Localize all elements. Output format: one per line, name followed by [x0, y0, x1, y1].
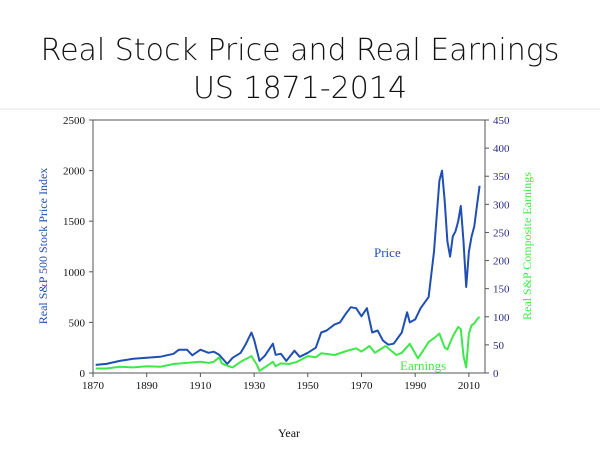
x-tick-label: 1910	[189, 380, 212, 392]
x-tick-label: 1970	[350, 380, 373, 392]
y-right-tick-label: 0	[493, 368, 499, 380]
y-right-tick-label: 400	[493, 143, 510, 155]
y-right-tick-label: 150	[493, 284, 510, 296]
series-line-earnings	[95, 316, 481, 372]
series-lines	[95, 169, 481, 372]
x-tick-label: 1950	[297, 380, 320, 392]
y-left-tick-label: 2000	[63, 166, 86, 178]
series-label-price: Price	[374, 245, 401, 260]
y-left-tick-label: 500	[69, 317, 86, 329]
y-left-tick-label: 2500	[63, 115, 86, 127]
x-tick-label: 1990	[404, 380, 427, 392]
y-left-tick-label: 0	[80, 368, 86, 380]
axis-ticks: 1870 1890 1910 1930 1950 1970 1990 201005001000…	[63, 115, 510, 392]
slide-title-line-1: Real Stock Price and Real Earnings	[40, 33, 560, 68]
x-tick-label: 1930	[243, 380, 266, 392]
y-axis-label-left: Real S&P 500 Stock Price Index	[36, 168, 50, 325]
x-tick-label: 1870	[82, 380, 105, 392]
plot-area-frame	[92, 119, 486, 374]
y-right-tick-label: 100	[493, 312, 510, 324]
y-right-tick-label: 200	[493, 256, 510, 268]
y-right-tick-label: 300	[493, 199, 510, 211]
y-right-tick-label: 350	[493, 171, 510, 183]
y-left-tick-label: 1500	[63, 216, 86, 228]
y-right-tick-label: 250	[493, 227, 510, 239]
y-right-tick-label: 50	[493, 340, 505, 352]
y-right-tick-label: 450	[493, 115, 510, 127]
series-line-price	[95, 169, 481, 366]
x-tick-label: 1890	[136, 380, 159, 392]
y-left-tick-label: 1000	[63, 267, 86, 279]
series-label-earnings: Earnings	[400, 358, 446, 373]
y-axis-label-right: Real S&P Composite Earnings	[520, 172, 534, 320]
slide-title-line-2: US 1871-2014	[192, 71, 408, 106]
x-axis-label: Year	[278, 426, 300, 440]
x-tick-label: 2010	[458, 380, 481, 392]
